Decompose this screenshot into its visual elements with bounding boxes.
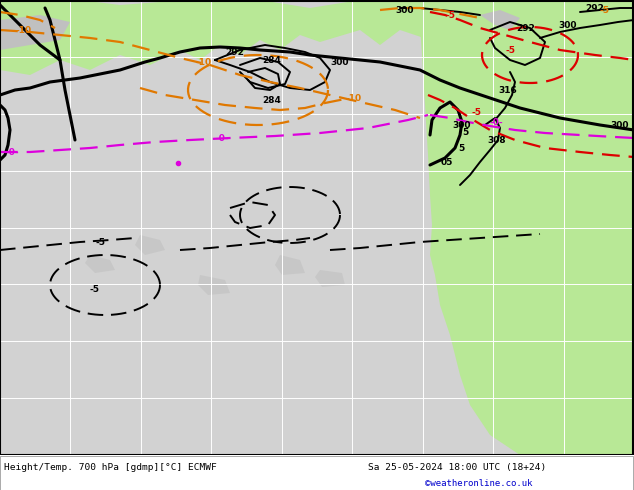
Text: -10: -10 (195, 57, 211, 67)
Text: -10: -10 (15, 25, 31, 34)
Text: -5: -5 (90, 286, 100, 294)
Text: 284: 284 (262, 96, 281, 104)
Text: 300: 300 (610, 121, 628, 129)
Polygon shape (198, 275, 230, 295)
Text: -5: -5 (472, 107, 482, 117)
Text: 5: 5 (462, 127, 469, 137)
Polygon shape (480, 10, 520, 30)
Polygon shape (85, 255, 115, 273)
Text: Height/Temp. 700 hPa [gdmp][°C] ECMWF: Height/Temp. 700 hPa [gdmp][°C] ECMWF (4, 463, 217, 472)
Text: ©weatheronline.co.uk: ©weatheronline.co.uk (425, 479, 533, 488)
Text: 292: 292 (225, 48, 244, 56)
Text: 316: 316 (498, 85, 517, 95)
Polygon shape (315, 270, 345, 287)
Text: -5: -5 (505, 46, 515, 54)
Text: -5: -5 (600, 5, 610, 15)
Polygon shape (275, 255, 305, 275)
Text: -0-: -0- (490, 118, 503, 126)
Text: -10: -10 (345, 94, 361, 102)
Polygon shape (0, 15, 70, 50)
Text: 5: 5 (458, 144, 464, 152)
Text: 284: 284 (262, 55, 281, 65)
Text: Sa 25-05-2024 18:00 UTC (18+24): Sa 25-05-2024 18:00 UTC (18+24) (368, 463, 546, 472)
Text: 300: 300 (395, 5, 413, 15)
Text: 292: 292 (585, 3, 604, 13)
Text: 292: 292 (516, 24, 535, 32)
Text: -0-: -0- (215, 133, 229, 143)
Polygon shape (420, 0, 634, 455)
Text: -0-: -0- (5, 147, 18, 156)
Text: -5: -5 (445, 10, 455, 20)
Text: 300: 300 (452, 121, 470, 129)
Text: -5: -5 (95, 238, 105, 246)
Polygon shape (135, 235, 165, 255)
Text: 300: 300 (558, 21, 576, 29)
Text: 300: 300 (330, 57, 349, 67)
Text: 308: 308 (487, 136, 506, 145)
Text: 05: 05 (441, 157, 453, 167)
Polygon shape (0, 0, 634, 75)
